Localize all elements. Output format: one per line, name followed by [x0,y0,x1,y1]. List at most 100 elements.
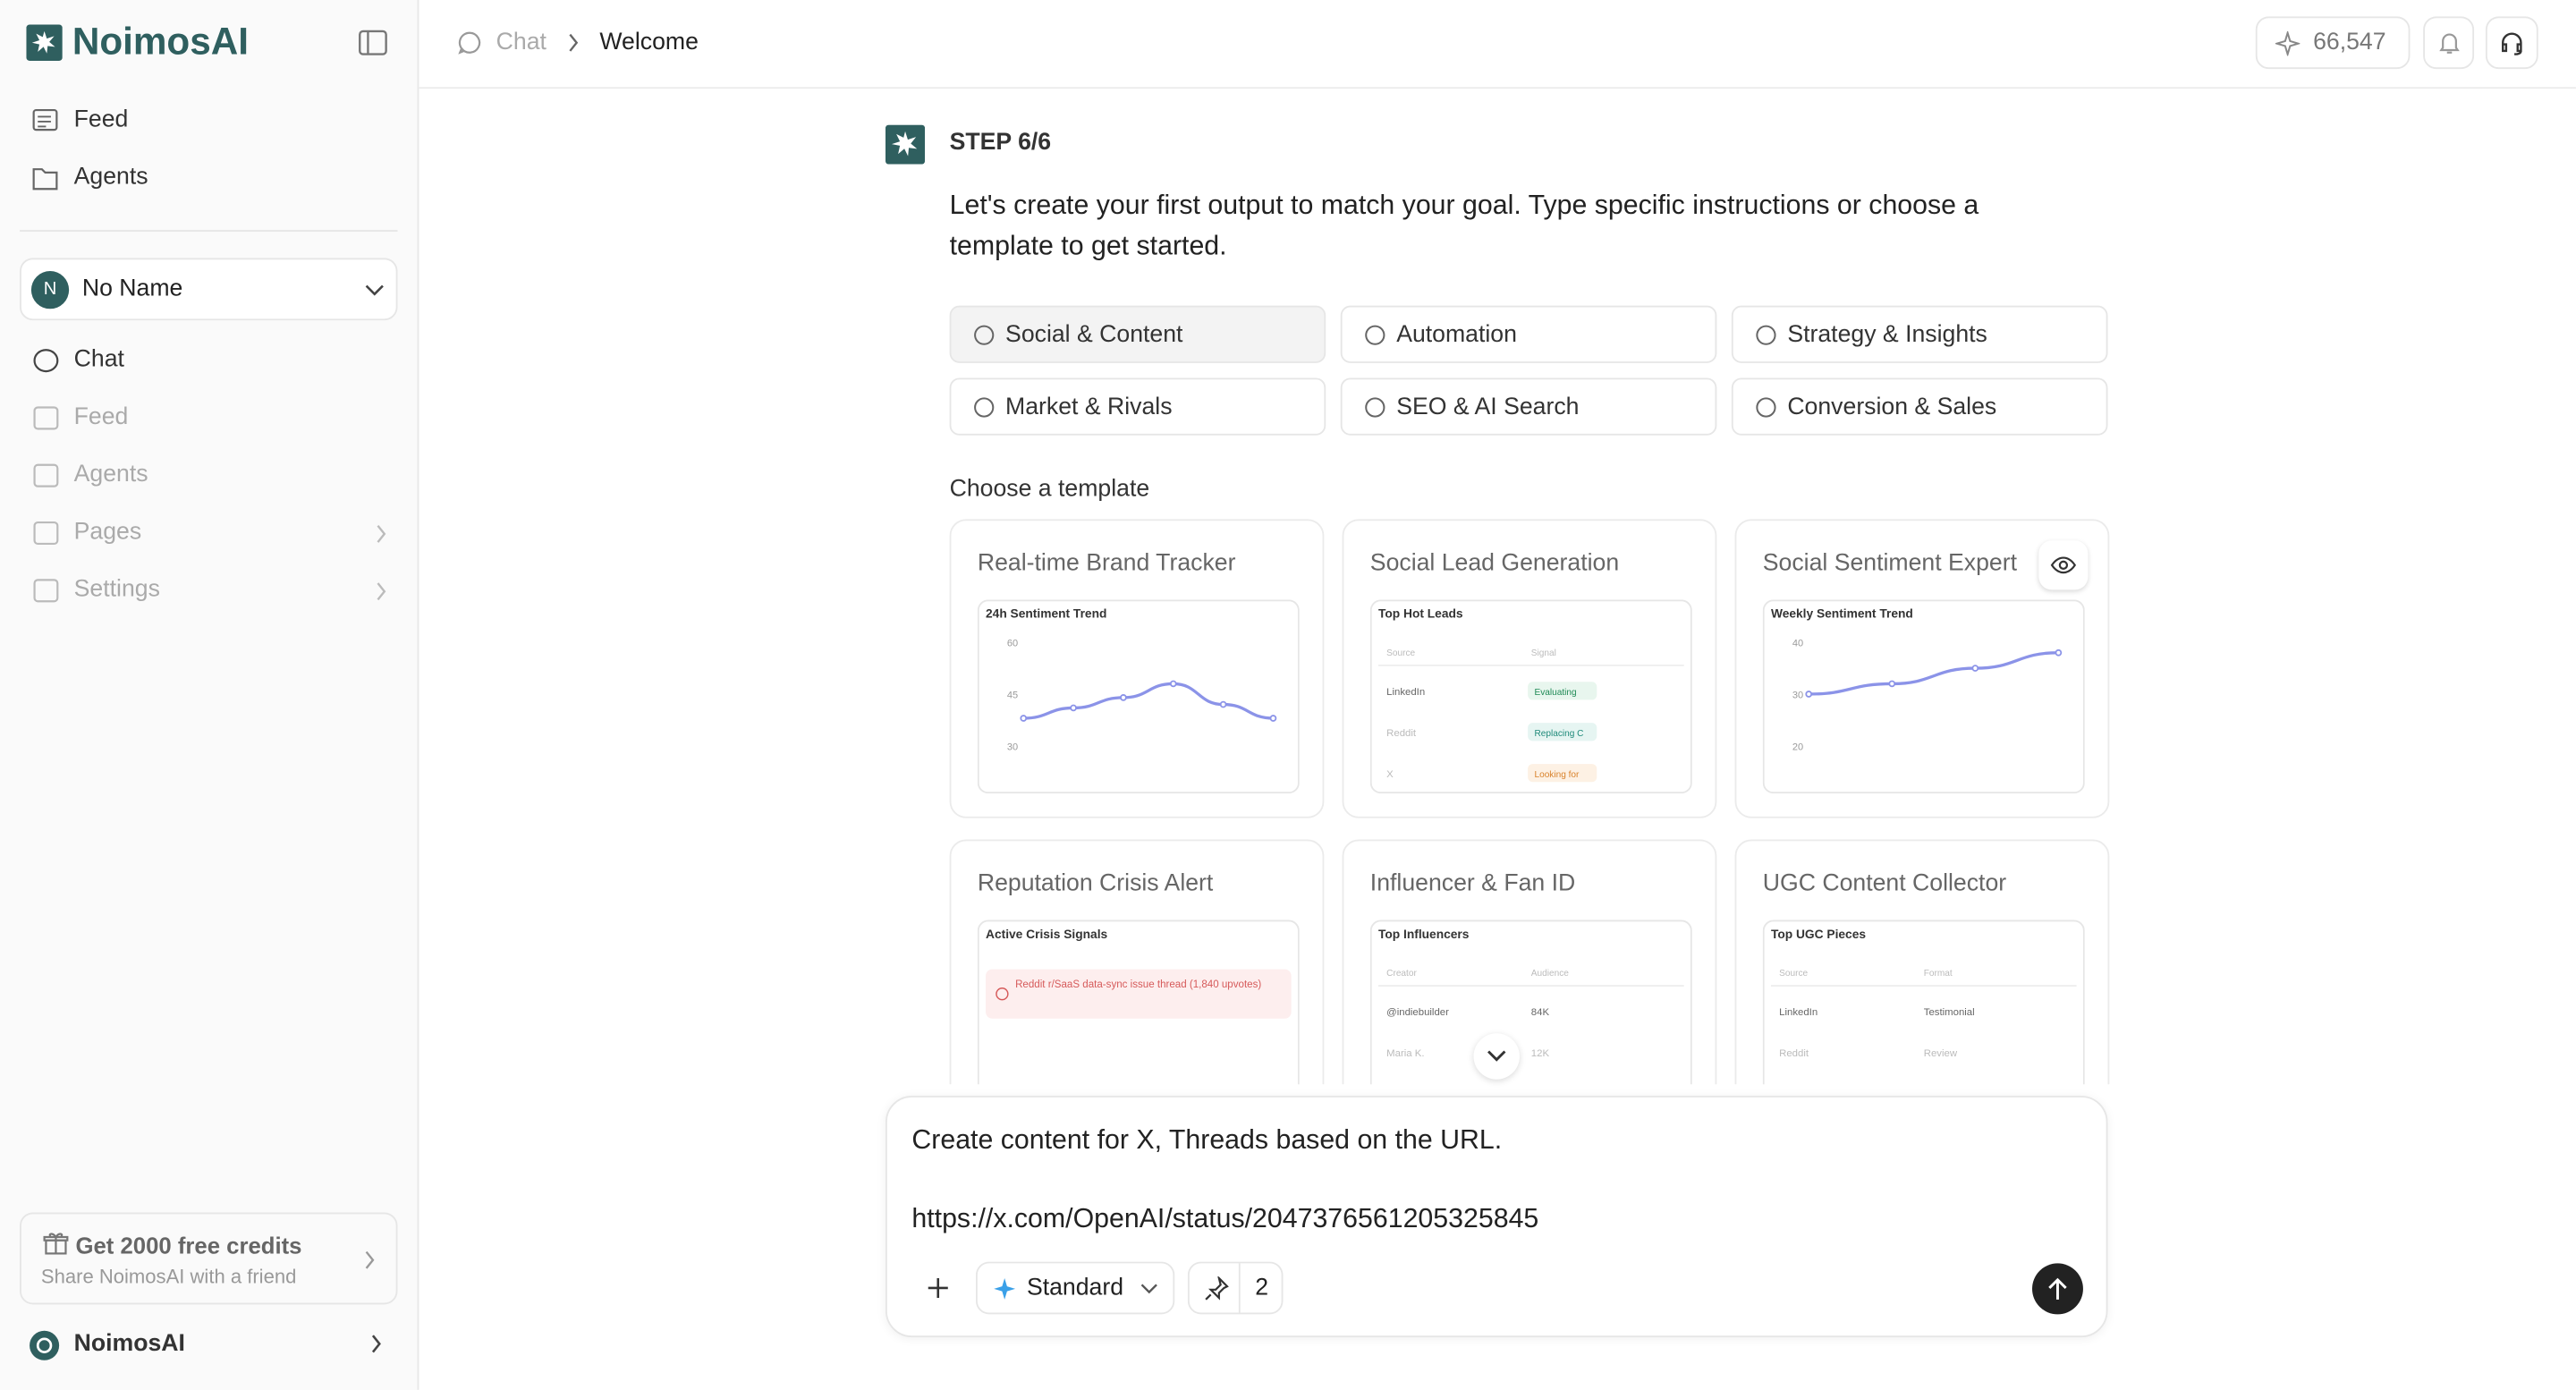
trend-point [1971,665,1979,672]
icon-shape [33,579,59,603]
category-tab[interactable]: Strategy & Insights [1731,305,2108,363]
mode-label: Standard [1026,1275,1124,1301]
category-icon [1756,397,1776,418]
support[interactable] [2485,16,2538,70]
breadcrumb-chat[interactable]: Chat [496,30,547,56]
table-cell: Maria K. [1386,1048,1424,1059]
preview-frame [1762,920,2085,1085]
send-button[interactable] [2031,1263,2083,1315]
eye-pupil [2058,560,2069,570]
signal-label: Looking for [1534,770,1580,780]
template-card[interactable]: Real-time Brand Tracker 24h Sentiment Tre… [949,519,1325,818]
headset-icon [2502,32,2522,55]
preview-title: Active Crisis Signals [986,928,1108,941]
composer-line: Create content for X, Threads based on t… [911,1125,1503,1156]
trend-line [1809,651,2059,696]
alert-box [986,969,1292,1019]
template-card[interactable]: Influencer & Fan ID Top Influencers Creato… [1342,839,1717,1085]
gift-icon [43,1233,69,1255]
template-card[interactable]: Social Sentiment Expert Weekly Sentiment … [1734,519,2110,818]
icon-shape [33,521,59,546]
menu-item[interactable]: Agents [73,462,148,488]
promo[interactable]: Get 2000 free credits Share NoimosAI wit… [20,1212,398,1305]
sparkle-icon [994,1277,1016,1300]
step-label: STEP 6/6 [949,130,1052,157]
table-cell: 12K [1531,1048,1550,1059]
icon-shape [1365,397,1385,418]
y-tick-label: 20 [1792,742,1803,752]
nav-agents[interactable]: Agents [73,164,148,191]
menu-icon [33,521,59,546]
category-label: Conversion & Sales [1787,394,1997,421]
table-cell: 84K [1531,1007,1550,1018]
category-tab[interactable]: Automation [1340,305,1717,363]
template-preview: 24h Sentiment Trend 60 45 30 [977,599,1300,794]
template-card[interactable]: Reputation Crisis Alert Active Crisis Sig… [949,839,1325,1085]
table-cell: Testimonial [1924,1007,1975,1018]
alert-icon [996,987,1009,1001]
y-tick-label: 45 [1007,691,1018,701]
topbar-border [419,87,2576,89]
preview-button[interactable] [2038,540,2089,590]
workspace-name: No Name [81,275,183,302]
eye-path [2050,556,2077,574]
category-icon [1365,325,1385,345]
trend-point [1120,694,1127,701]
icon-shape [33,406,59,430]
pin-icon [1205,1276,1229,1301]
template-preview: Top Influencers Creator Audience @indiebuil… [1369,920,1692,1085]
nav-feed[interactable]: Feed [73,106,129,133]
menu-item[interactable]: Feed [73,403,129,431]
category-tab[interactable]: Conversion & Sales [1731,377,2108,436]
scroll-down[interactable] [1473,1033,1520,1080]
notifications[interactable] [2423,16,2475,70]
menu-item[interactable]: Pages [73,519,142,546]
account-icon [30,1330,60,1360]
template-card[interactable]: UGC Content Collector Top UGC Pieces Sourc… [1734,839,2110,1085]
credits[interactable]: 66,547 [2255,16,2411,70]
step-prompt: Let's create your first output to match … [949,191,1979,262]
icon-shape [33,463,59,487]
trend-point [1805,691,1813,698]
category-icon [1365,397,1385,418]
add-button[interactable] [927,1276,950,1300]
table-cell: LinkedIn [1386,687,1425,698]
sidebar-toggle[interactable] [358,30,387,55]
composer[interactable]: Create content for X, Threads based on t… [885,1096,2108,1338]
chevron [371,1335,381,1353]
menu-item[interactable]: Settings [73,576,160,604]
trend-point [1070,704,1077,712]
template-title: UGC Content Collector [1762,870,2007,897]
nav-icons [32,108,58,191]
category-tab[interactable]: Social & Content [949,305,1326,363]
category-tab[interactable]: Market & Rivals [949,377,1326,436]
template-card[interactable]: Social Lead Generation Top Hot Leads Sourc… [1342,519,1717,818]
trend-point [1888,680,1896,688]
category-label: Market & Rivals [1005,394,1173,421]
y-tick-label: 30 [1792,691,1803,701]
alert-text: Reddit r/SaaS data-sync issue thread (1,… [1015,979,1262,991]
table-cell: Reddit [1386,728,1417,739]
category-label: Strategy & Insights [1787,321,1987,349]
chevron [1487,1050,1506,1062]
divider [20,230,398,232]
attachments[interactable]: 2 [1187,1261,1284,1315]
trend-point [1269,715,1277,722]
promo-subtitle: Share NoimosAI with a friend [40,1265,297,1288]
signal-label: Evaluating [1534,688,1576,698]
chevron [365,1250,375,1269]
category-tab[interactable]: SEO & AI Search [1340,377,1717,436]
table-header: Source [1386,648,1415,658]
icon-shape [974,325,995,345]
preview-title: Top UGC Pieces [1771,928,1866,941]
account-name[interactable]: NoimosAI [73,1330,185,1358]
table-header: Audience [1531,969,1569,979]
template-preview: Top Hot Leads Source Signal LinkedIn Evaluat… [1369,599,1692,794]
composer-line: https://x.com/OpenAI/status/204737656120… [911,1204,1539,1234]
chevron [1140,1284,1157,1294]
template-preview: Weekly Sentiment Trend 40 30 20 [1762,599,2085,794]
menu-item[interactable]: Chat [73,346,124,373]
workspace-select[interactable]: N No Name [20,258,398,321]
mode-select[interactable]: Standard [975,1261,1175,1315]
